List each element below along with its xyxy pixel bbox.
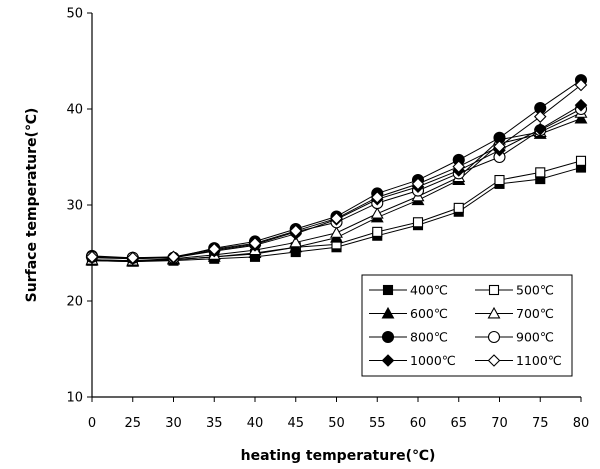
legend-label: 800℃: [410, 330, 448, 345]
legend-marker: [381, 306, 395, 319]
y-tick-label: 20: [66, 295, 83, 310]
y-tick-label: 40: [66, 103, 83, 118]
legend-marker: [487, 354, 501, 367]
data-point: [575, 155, 587, 166]
data-point: [372, 226, 383, 237]
y-tick-label: 50: [66, 7, 83, 22]
legend-marker: [382, 284, 394, 296]
legend-entry: 800℃: [369, 330, 448, 345]
legend-marker: [487, 330, 501, 344]
x-tick-label: 70: [491, 416, 508, 431]
data-point: [453, 202, 464, 213]
legend-label: 400℃: [410, 283, 448, 298]
data-point: [533, 110, 547, 123]
data-point: [493, 140, 506, 153]
legend-entry: 400℃: [369, 283, 448, 298]
data-point: [452, 160, 466, 173]
data-point: [248, 237, 262, 250]
x-tick-label: 80: [573, 416, 590, 431]
data-point: [574, 111, 588, 124]
legend-label: 900℃: [516, 330, 554, 345]
legend-entry: 700℃: [475, 306, 554, 321]
data-point: [574, 98, 588, 112]
x-tick-label: 45: [287, 416, 304, 431]
x-tick-label: 55: [369, 416, 386, 431]
data-point: [370, 191, 384, 204]
data-point: [494, 174, 505, 186]
series-layer: [85, 74, 588, 267]
x-tick-label: 65: [450, 416, 467, 431]
x-tick-label: 30: [165, 416, 182, 431]
legend-marker: [381, 354, 395, 367]
legend-label: 500℃: [516, 283, 554, 298]
legend-marker: [381, 330, 395, 344]
legend-entry: 600℃: [369, 306, 448, 321]
data-point: [330, 226, 343, 238]
x-tick-label: 25: [124, 416, 141, 431]
data-point: [533, 122, 547, 136]
data-point: [207, 242, 221, 256]
series-8: [85, 78, 588, 265]
data-point: [412, 217, 424, 228]
legend: 400℃ 500℃ 600℃ 700℃ 800℃ 900℃ 1000℃ 1100℃: [361, 274, 573, 377]
x-tick-label: 60: [410, 416, 427, 431]
x-tick-label: 75: [532, 416, 549, 431]
legend-entry: 500℃: [475, 283, 554, 298]
x-axis-title: heating temperature(℃): [241, 448, 436, 464]
data-point: [289, 224, 303, 238]
y-tick-label: 30: [66, 199, 83, 214]
data-point: [85, 250, 99, 264]
y-axis-title: Surface temperature(℃): [24, 108, 40, 303]
legend-entry: 900℃: [475, 330, 554, 345]
x-tick-label: 50: [328, 416, 345, 431]
legend-label: 1000℃: [410, 353, 456, 368]
x-tick-label: 35: [206, 416, 223, 431]
x-tick-label: 40: [247, 416, 264, 431]
legend-box: [361, 274, 573, 377]
data-point: [330, 212, 343, 225]
x-axis-ticks: 0 25 30 35 40 45 50 55 60 65 70 75 80: [88, 397, 589, 431]
data-point: [411, 177, 425, 191]
data-point: [574, 78, 588, 92]
x-tick-label: 0: [88, 416, 96, 431]
data-point: [289, 235, 303, 248]
data-point: [167, 250, 180, 264]
data-point: [535, 167, 546, 178]
legend-label: 700℃: [516, 306, 554, 321]
legend-entry: 1000℃: [369, 353, 456, 368]
legend-label: 1100℃: [516, 353, 562, 368]
legend-marker: [487, 306, 501, 319]
legend-marker: [488, 284, 500, 296]
y-tick-label: 10: [66, 391, 83, 406]
data-point: [370, 207, 384, 219]
legend-label: 600℃: [410, 306, 448, 321]
data-point: [126, 251, 140, 265]
legend-entry: 1100℃: [475, 353, 562, 368]
y-axis-ticks: 10 20 30 40 50: [66, 7, 92, 406]
